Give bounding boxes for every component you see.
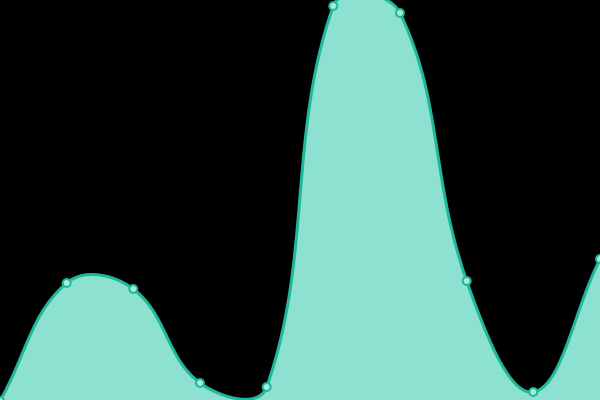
data-point-marker xyxy=(395,8,405,18)
data-point-marker xyxy=(61,278,72,288)
data-point-marker xyxy=(328,1,339,11)
data-point-marker xyxy=(528,387,539,397)
data-point-marker xyxy=(461,276,472,286)
data-point-marker xyxy=(128,284,139,294)
data-point-marker xyxy=(261,382,272,392)
data-point-marker xyxy=(595,254,600,264)
data-point-marker xyxy=(0,396,5,400)
data-point-marker xyxy=(195,378,205,388)
